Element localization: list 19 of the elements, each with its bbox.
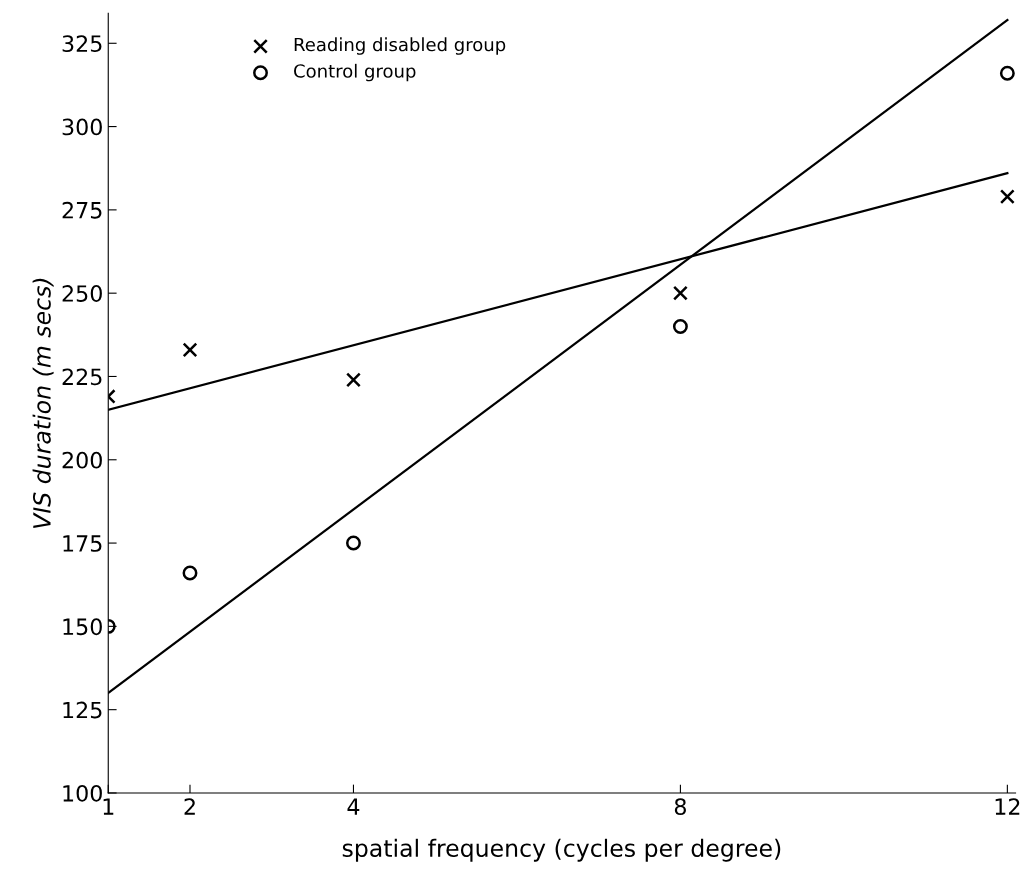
- y-tick-label: 175: [63, 535, 102, 552]
- legend-label: Reading disabled group: [294, 37, 506, 55]
- y-tick-label: 100: [63, 784, 102, 802]
- y-tick-label: 200: [62, 451, 102, 469]
- x-tick-label: 1: [103, 798, 114, 815]
- y-tick-label: 125: [63, 701, 102, 719]
- x-tick-label: 4: [347, 798, 360, 815]
- legend-label: Control group: [294, 63, 416, 82]
- y-tick-label: 275: [62, 201, 102, 219]
- y-axis-title: VIS duration (m secs): [32, 278, 54, 529]
- x-tick-label: 8: [674, 798, 686, 816]
- y-tick-label: 300: [62, 118, 102, 136]
- y-tick-label: 150: [63, 618, 102, 636]
- y-tick-label: 325: [62, 35, 102, 53]
- x-axis-title: spatial frequency (cycles per degree): [342, 838, 781, 862]
- x-tick-label: 12: [995, 798, 1020, 815]
- y-tick-label: 225: [62, 368, 102, 386]
- y-tick-label: 250: [62, 285, 102, 302]
- x-tick-label: 2: [184, 798, 195, 815]
